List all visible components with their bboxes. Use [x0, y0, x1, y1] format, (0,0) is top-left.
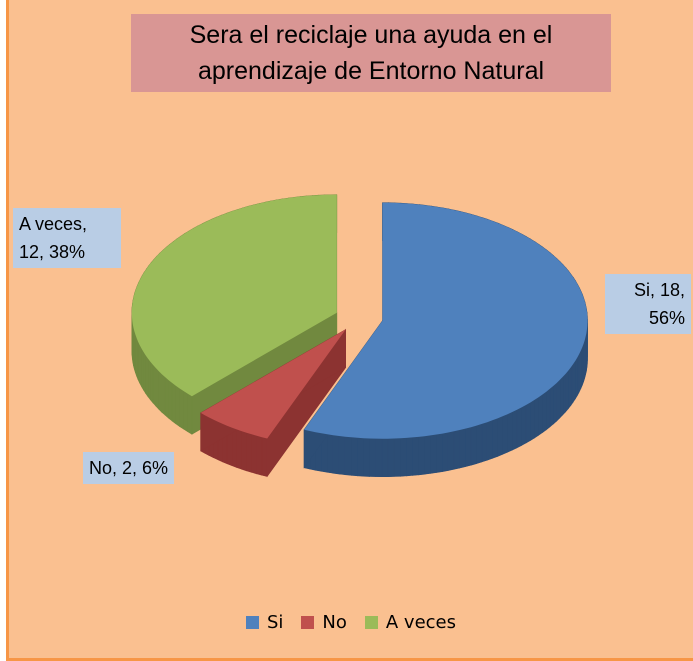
slice-side [175, 385, 180, 427]
slice-side [572, 359, 576, 403]
slice-side [332, 434, 340, 475]
slice-side [344, 436, 352, 476]
data-label: Si, 18, 56% [605, 274, 691, 334]
slice-side [171, 382, 176, 425]
slice-side [497, 415, 503, 457]
slice-side [326, 433, 334, 474]
slice-top [200, 329, 346, 439]
slice-side [350, 436, 358, 477]
data-label: A veces, 12, 38% [13, 208, 121, 268]
slice-side [145, 354, 149, 398]
slice-side [412, 436, 419, 476]
slice-side [147, 357, 151, 401]
legend-label: No [322, 612, 347, 633]
legend-swatch [245, 616, 259, 629]
slice-side [231, 427, 237, 468]
slice-side [424, 435, 431, 475]
slice-side [241, 430, 247, 472]
slice-side [246, 432, 252, 473]
slice-side [534, 396, 539, 439]
slice-side [161, 373, 166, 416]
slice-side [338, 435, 346, 476]
slice-side [430, 434, 437, 474]
slice-side [168, 379, 173, 422]
slice-side [545, 388, 551, 431]
slice-side [357, 437, 364, 477]
legend-item: Si [245, 612, 284, 633]
slice-side [155, 367, 159, 410]
data-label: No, 2, 6% [83, 452, 175, 484]
slice-side [492, 417, 498, 459]
slice-side [393, 437, 401, 477]
chart-title: Sera el reciclaje una ayuda en el aprend… [131, 14, 611, 92]
slice-side [179, 387, 184, 430]
slice-side [236, 428, 242, 470]
slice-side [459, 428, 466, 469]
slice-side [470, 425, 477, 466]
slice-side [143, 350, 146, 395]
slice-side [183, 390, 188, 433]
slice-side [486, 419, 493, 461]
legend-item: A veces [364, 612, 457, 633]
slice-side [251, 433, 257, 475]
slice-side [538, 393, 543, 436]
slice-side [436, 433, 443, 473]
slice-side [570, 363, 574, 407]
slice-top [304, 202, 588, 439]
pie-slice [200, 328, 347, 478]
legend-swatch [301, 616, 315, 629]
slice-side [369, 438, 377, 477]
legend-label: A veces [385, 612, 457, 633]
slice-side [521, 404, 527, 446]
slice-side [363, 437, 370, 477]
slice-side [502, 413, 508, 455]
slice-side [158, 370, 162, 413]
chart: Sera el reciclaje una ayuda en el aprend… [6, 0, 693, 661]
slice-side [381, 438, 389, 478]
slice-side [565, 369, 569, 413]
pie-plot [131, 194, 588, 478]
slice-side [556, 379, 561, 422]
legend-label: Si [266, 612, 284, 633]
pie-slice [303, 202, 588, 478]
slice-side [150, 360, 154, 404]
slice-side [542, 391, 547, 434]
slice-side [399, 437, 407, 477]
legend: Si No A veces [9, 612, 693, 633]
slice-side [516, 406, 522, 449]
slice-side [152, 364, 156, 407]
slice-side [164, 376, 169, 419]
slice-top [131, 194, 337, 397]
slice-side [568, 366, 572, 410]
slice-side [418, 435, 425, 476]
slice-side [511, 409, 518, 451]
slice-side [187, 393, 193, 435]
slice-side [559, 376, 564, 419]
slice-side [406, 437, 413, 477]
legend-item: No [301, 612, 347, 633]
slice-side [507, 411, 513, 453]
slice-side [549, 385, 554, 428]
slice-side [562, 372, 567, 416]
slice-side [256, 435, 263, 476]
slice-side [481, 421, 488, 463]
slice-side [465, 426, 472, 467]
slice-side [553, 382, 558, 425]
slice-side [530, 399, 535, 442]
slice-side [476, 423, 483, 465]
legend-swatch [364, 616, 378, 629]
slice-side [453, 429, 461, 470]
slice-side [447, 430, 455, 471]
slice-side [375, 438, 383, 478]
slice-side [525, 401, 531, 444]
slice-side [442, 432, 449, 472]
slice-side [387, 438, 395, 478]
slice-side [261, 436, 268, 477]
